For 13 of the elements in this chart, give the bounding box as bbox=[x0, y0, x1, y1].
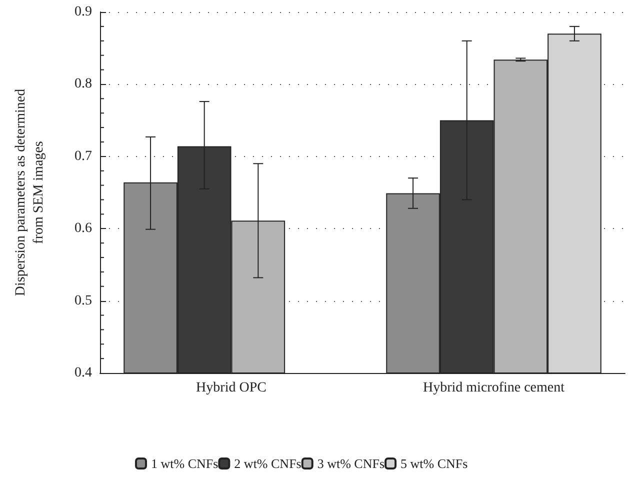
y-tick-label: 0.5 bbox=[74, 293, 92, 308]
legend-label: 2 wt% CNFs bbox=[234, 456, 302, 471]
legend-label: 5 wt% CNFs bbox=[400, 456, 468, 471]
legend-label: 3 wt% CNFs bbox=[317, 456, 385, 471]
y-tick-label: 0.8 bbox=[74, 76, 92, 92]
y-axis-title: Dispersion parameters as determined from SEM images bbox=[14, 88, 46, 296]
y-tick-label: 0.6 bbox=[74, 221, 92, 236]
legend-label: 1 wt% CNFs bbox=[151, 456, 218, 471]
x-tick-label: Hybrid OPC bbox=[196, 380, 266, 396]
y-tick-label: 0.4 bbox=[74, 366, 92, 380]
x-tick-label: Hybrid microfine cement bbox=[422, 380, 565, 396]
y-tick-label: 0.7 bbox=[74, 148, 92, 164]
y-tick-label: 0.9 bbox=[74, 4, 92, 20]
